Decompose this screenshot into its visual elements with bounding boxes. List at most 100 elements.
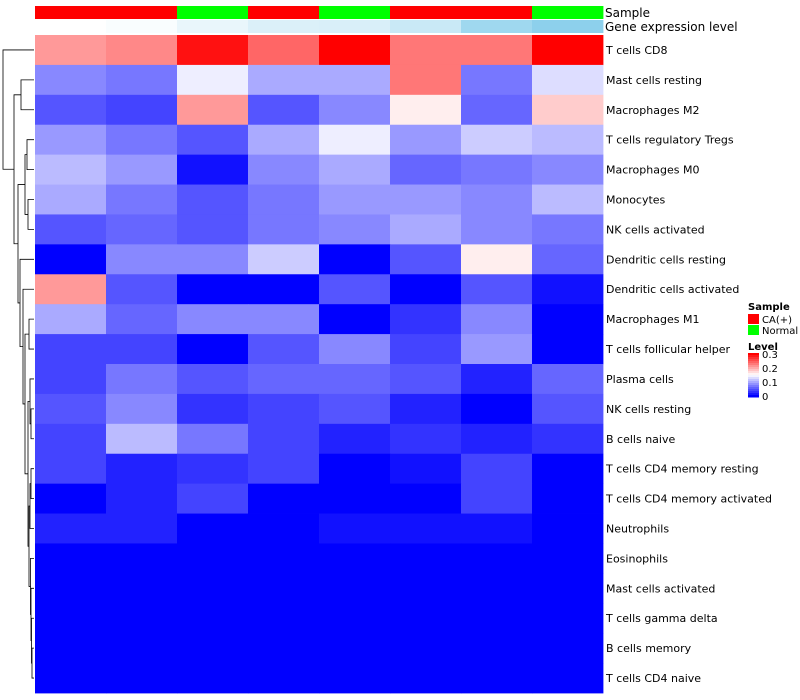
heatmap-cell-r8-c7 [532,274,604,305]
heatmap-cell-r14-c7 [532,453,604,485]
color-scale-tick-0.2: 0.2 [762,364,778,375]
heatmap-cell-r5-c1 [106,184,178,215]
heatmap-cell-r11-c0 [35,364,107,395]
heatmap-cell-r15-c1 [106,483,178,514]
heatmap-cell-r16-c0 [35,513,107,544]
heatmap-cell-r0-c5 [390,35,462,66]
heatmap-cell-r20-c5 [390,633,462,664]
dendrogram-branch [24,154,28,215]
heatmap-cell-r0-c7 [532,35,604,66]
dendrogram-branch [30,408,34,440]
heatmap-cell-r17-c4 [319,543,391,574]
color-scale-bar [748,353,759,398]
heatmap-cell-r9-c1 [106,304,178,335]
heatmap-cell-r7-c0 [35,244,107,275]
heatmap-cell-r11-c6 [461,364,533,395]
color-scale-step-20 [748,393,759,396]
heatmap-cell-r8-c2 [177,274,249,305]
heatmap-cell-r6-c5 [390,214,462,245]
annotation-label-sample: Sample [605,6,650,20]
heatmap-cell-r19-c7 [532,603,604,634]
heatmap-cell-r4-c0 [35,154,107,185]
dendrogram-branch [19,258,34,347]
heatmap-cell-r10-c0 [35,334,107,365]
row-label-14: T cells CD4 memory resting [605,463,759,476]
gene-expression-annotation-cell-3 [248,20,320,33]
heatmap-cell-r6-c2 [177,214,249,245]
heatmap-cell-r4-c1 [106,154,178,185]
heatmap-cell-r5-c2 [177,184,249,215]
heatmap-cell-r7-c7 [532,244,604,275]
color-scale-step-19 [748,391,759,394]
heatmap-cell-r10-c3 [248,334,320,365]
heatmap-cell-r2-c6 [461,94,533,126]
heatmap-cell-r8-c5 [390,274,462,305]
heatmap-cell-r2-c4 [319,94,391,126]
color-scale-step-8 [748,369,759,372]
heatmap-cell-r9-c3 [248,304,320,335]
color-scale-step-18 [748,389,759,392]
dendrogram-branch [17,184,25,304]
heatmap-cell-r3-c7 [532,124,604,156]
row-dendrogram [2,49,34,679]
heatmap-cell-r19-c3 [248,603,320,634]
sample-annotation-cell-0 [35,6,107,19]
row-label-9: Macrophages M1 [606,313,699,326]
heatmap-cell-r14-c3 [248,453,320,485]
heatmap-cell-r11-c7 [532,364,604,395]
legend-label-normal: Normal [762,326,798,337]
heatmap-cell-r13-c5 [390,423,462,455]
heatmap-cell-r19-c5 [390,603,462,634]
heatmap-cell-r14-c2 [177,453,249,485]
heatmap-cell-r18-c6 [461,573,533,604]
heatmap-cell-r3-c3 [248,124,320,156]
color-scale-tick-0.1: 0.1 [762,378,778,389]
row-label-12: NK cells resting [606,403,691,416]
color-scale-step-10 [748,373,759,376]
heatmap-cell-r12-c2 [177,393,249,425]
dendrogram-branch [26,139,34,170]
heatmap-cell-r6-c7 [532,214,604,245]
heatmap-cell-r7-c6 [461,244,533,275]
heatmap-cell-r13-c0 [35,423,107,455]
color-scale-tick-0.3: 0.3 [762,350,778,361]
heatmap-cell-r16-c6 [461,513,533,544]
row-label-17: Eosinophils [606,552,668,565]
heatmap-cell-r16-c4 [319,513,391,544]
heatmap-cell-r13-c3 [248,423,320,455]
heatmap-cell-r18-c4 [319,573,391,604]
gene-expression-annotation-cell-6 [461,20,533,33]
color-scale-step-9 [748,371,759,374]
heatmap-cell-r0-c1 [106,35,178,66]
heatmap-cell-r10-c4 [319,334,391,365]
heatmap-cell-r17-c2 [177,543,249,574]
color-scale-step-7 [748,367,759,370]
heatmap-cell-r1-c1 [106,64,178,96]
heatmap-cell-r3-c0 [35,124,107,156]
heatmap-cell-r14-c1 [106,453,178,485]
heatmap-cell-r4-c7 [532,154,604,185]
heatmap-cell-r20-c0 [35,633,107,664]
heatmap-cell-r11-c1 [106,364,178,395]
gene-expression-annotation-cell-2 [177,20,249,33]
heatmap-cell-r21-c3 [248,663,320,694]
heatmap-cell-r9-c5 [390,304,462,335]
heatmap-cell-r1-c3 [248,64,320,96]
heatmap-cell-r18-c7 [532,573,604,604]
heatmap-cell-r5-c7 [532,184,604,215]
heatmap-cell-r16-c2 [177,513,249,544]
heatmap-cell-r19-c1 [106,603,178,634]
heatmap-cell-r18-c2 [177,573,249,604]
heatmap-cell-r11-c2 [177,364,249,395]
heatmap-cell-r2-c5 [390,94,462,126]
heatmap-cell-r12-c4 [319,393,391,425]
heatmap-cell-r16-c3 [248,513,320,544]
heatmap-cell-r17-c0 [35,543,107,574]
heatmap-cell-r10-c2 [177,334,249,365]
color-scale-step-4 [748,361,759,364]
heatmap-cell-r5-c6 [461,184,533,215]
heatmap-cell-r1-c2 [177,64,249,96]
heatmap-cell-r11-c3 [248,364,320,395]
heatmap-cell-r18-c5 [390,573,462,604]
heatmap-cell-r18-c3 [248,573,320,604]
